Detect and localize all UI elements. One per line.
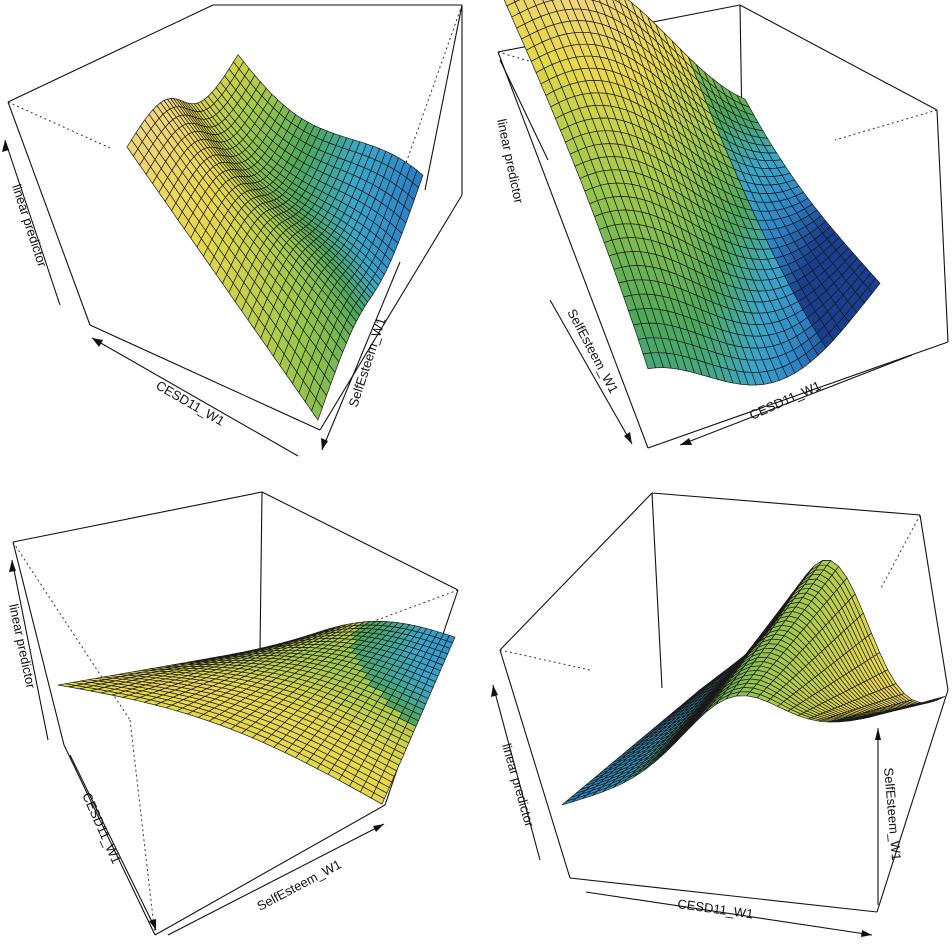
panel-top-right-surface-facet: [867, 277, 881, 294]
panel-bottom-left-box: [12, 491, 459, 936]
panel-bottom-right-x-arrow: [585, 891, 873, 937]
panel-top-left-zlabel: linear predictor: [9, 182, 50, 269]
panel-bottom-left: linear predictor CESD11_W1 SelfEsteem_W1: [6, 491, 459, 936]
panel-top-right: linear predictor SelfEsteem_W1 CESD11_W1: [494, 0, 949, 449]
panel-top-right-zlabel: linear predictor: [494, 118, 527, 206]
panel-top-right-y-arrow: [549, 299, 633, 445]
panel-bottom-left-y-arrow: [167, 823, 385, 936]
panel-bottom-right-y-arrow: [875, 728, 881, 905]
panel-top-right-z-arrow: [499, 59, 549, 161]
panel-bottom-right-surface: [561, 560, 946, 806]
panel-bottom-right-xlabel: CESD11_W1: [677, 896, 755, 921]
panel-bottom-left-surface-facet: [446, 634, 456, 644]
panel-bottom-left-zlabel: linear predictor: [6, 603, 39, 691]
panel-bottom-left-surface: [57, 620, 456, 805]
panel-top-left-surface: [126, 54, 424, 421]
panel-bottom-left-x-arrow: [69, 754, 157, 931]
panel-top-left-x-arrow: [91, 337, 299, 457]
panel-bottom-right-surface-facet: [934, 696, 946, 702]
panel-bottom-left-xlabel: CESD11_W1: [79, 790, 124, 866]
panel-bottom-left-z-arrow: [9, 559, 49, 741]
panel-top-left-y-arrow: [321, 261, 401, 451]
panel-top-right-surface: [503, 0, 881, 386]
panel-bottom-right-z-arrow: [491, 684, 541, 861]
panel-top-right-x-arrow: [679, 354, 913, 446]
panel-bottom-right-ylabel: SelfEsteem_W1: [881, 767, 904, 861]
panel-top-left-z-arrow: [2, 139, 61, 306]
panel-top-left-xlabel: CESD11_W1: [154, 378, 228, 429]
panel-bottom-right-box: [499, 492, 949, 913]
panel-top-left-box: [7, 4, 463, 431]
panel-top-left: linear predictor CESD11_W1 SelfEsteem_W1: [2, 4, 463, 457]
panel-top-left-surface-facet: [412, 169, 424, 189]
panel-top-right-ylabel: SelfEsteem_W1: [564, 306, 621, 395]
panel-bottom-right: linear predictor CESD11_W1 SelfEsteem_W1: [491, 492, 949, 937]
panel-bottom-left-ylabel: SelfEsteem_W1: [254, 857, 343, 914]
